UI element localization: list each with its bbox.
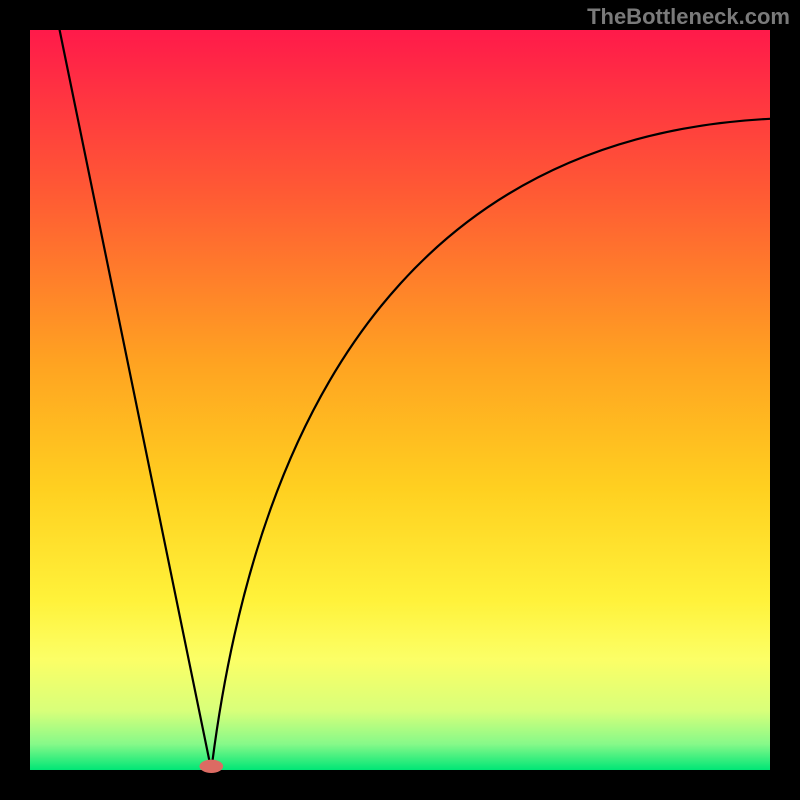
plot-background — [30, 30, 770, 770]
watermark-text: TheBottleneck.com — [587, 4, 790, 30]
chart-container: TheBottleneck.com — [0, 0, 800, 800]
minimum-marker — [199, 760, 223, 773]
chart-svg — [0, 0, 800, 800]
